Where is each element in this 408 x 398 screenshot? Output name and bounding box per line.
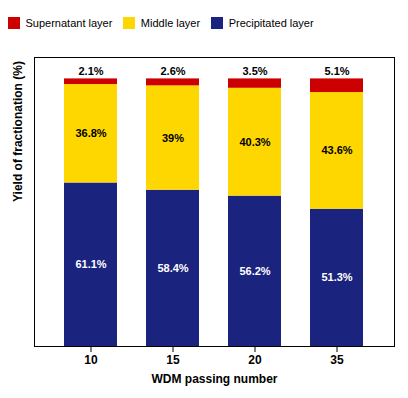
svg-text:15: 15: [166, 353, 180, 367]
svg-text:58.4%: 58.4%: [157, 261, 188, 273]
svg-text:2.6%: 2.6%: [160, 64, 185, 76]
svg-text:2.1%: 2.1%: [78, 64, 103, 76]
svg-text:5.1%: 5.1%: [324, 64, 349, 76]
svg-text:39%: 39%: [162, 131, 184, 143]
svg-text:10: 10: [84, 353, 98, 367]
svg-text:51.3%: 51.3%: [321, 271, 352, 283]
html-text:Supernatant layer: Supernatant layer: [25, 16, 113, 29]
svg-text:61.1%: 61.1%: [75, 258, 106, 270]
html-text:Middle layer: Middle layer: [140, 16, 201, 29]
svg-text:43.6%: 43.6%: [321, 144, 352, 156]
svg-text:35: 35: [330, 353, 344, 367]
html-text:Precipitated layer: Precipitated layer: [228, 16, 314, 29]
svg-text:20: 20: [248, 353, 262, 367]
svg-text:36.8%: 36.8%: [75, 127, 106, 139]
svg-text:40.3%: 40.3%: [239, 135, 270, 147]
svg-text:3.5%: 3.5%: [242, 64, 267, 76]
svg-text:WDM passing number: WDM passing number: [151, 371, 277, 385]
svg-text:56.2%: 56.2%: [239, 264, 270, 276]
svg-text:Yield of fractionation (%): Yield of fractionation (%): [11, 61, 25, 202]
